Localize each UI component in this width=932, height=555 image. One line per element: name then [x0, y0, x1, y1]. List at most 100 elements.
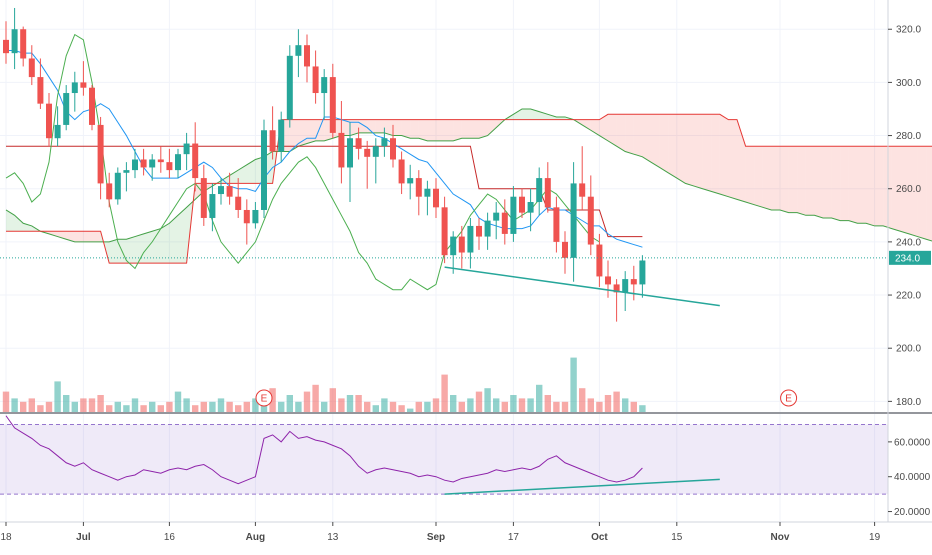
candle-body [536, 178, 543, 203]
cloud-segment [160, 223, 170, 264]
candle-body [596, 244, 603, 277]
volume-bar [235, 405, 242, 412]
volume-bar [63, 395, 70, 412]
candle-body [175, 154, 181, 171]
volume-bar [484, 388, 491, 412]
volume-bar [510, 395, 517, 412]
cloud-segment [668, 114, 677, 179]
earnings-marker-icon [780, 389, 798, 407]
candle-body [80, 82, 87, 88]
candle-body [579, 183, 586, 197]
volume-bar [355, 395, 362, 412]
volume-bar [200, 401, 207, 412]
x-tick-label: Aug [246, 532, 265, 543]
volume-bar [157, 405, 164, 412]
volume-bar [174, 391, 182, 412]
volume-bar [192, 405, 199, 412]
candle-body [622, 279, 629, 293]
candle-body [501, 212, 508, 234]
cloud-segment [599, 114, 608, 141]
candle-body [458, 236, 465, 253]
candle-body [132, 159, 138, 171]
cloud-segment [178, 207, 187, 264]
volume-bar [243, 401, 250, 412]
volume-bar [252, 398, 259, 412]
candle-body [166, 162, 173, 171]
candle-body [519, 196, 525, 213]
cloud-segment [410, 119, 419, 139]
cloud-segment [633, 114, 643, 157]
rsi-line [5, 415, 643, 485]
price-tick-label: 180.0 [896, 397, 921, 408]
candle-body [114, 172, 121, 200]
volume-bar [54, 381, 61, 412]
volume-bar [114, 401, 121, 412]
cloud-segment [246, 159, 256, 184]
candle-body [235, 196, 242, 210]
cloud-segment [92, 231, 101, 242]
cloud-segment [135, 233, 144, 264]
volume-bar [2, 391, 10, 412]
cloud-segment [702, 114, 712, 192]
rsi-tick-label: 40.0000 [894, 472, 931, 483]
volume-bar [475, 391, 483, 412]
candle-body [269, 130, 276, 152]
senkou-span-a-line [5, 108, 932, 243]
candle-body [218, 186, 224, 195]
cloud-segment [788, 146, 798, 213]
cloud-segment [694, 114, 703, 189]
candle-body [252, 209, 259, 224]
cloud-segment [393, 119, 402, 136]
volume-bar [346, 395, 354, 412]
cloud-segment [341, 119, 350, 136]
cloud-segment [831, 146, 841, 221]
volume-bar [209, 401, 216, 412]
cloud-segment [616, 114, 626, 152]
volume-bar [183, 398, 190, 412]
cloud-segment [513, 108, 522, 120]
volume-bar [286, 395, 293, 412]
volume-bar [217, 398, 225, 412]
last-price-label: 234.0 [895, 253, 920, 264]
candle-body [484, 220, 491, 237]
candle-body [149, 159, 156, 168]
cloud-segment [582, 119, 591, 131]
cloud-segment [874, 146, 884, 226]
price-tick-label: 240.0 [896, 237, 921, 248]
price-tick-label: 280.0 [896, 131, 921, 142]
volume-bar [596, 401, 603, 412]
candle-body [123, 170, 130, 173]
cloud-segment [685, 114, 694, 187]
volume-bar [278, 401, 285, 412]
candle-body [140, 159, 147, 168]
volume-bar [493, 398, 500, 412]
candle-body [286, 55, 293, 120]
x-tick-label: 13 [327, 532, 339, 543]
volume-bar [501, 401, 508, 412]
cloud-segment [659, 114, 669, 173]
earnings-marker-icon [255, 389, 273, 407]
volume-bar [536, 384, 543, 412]
candle-body [398, 159, 405, 184]
cloud-segment [487, 119, 497, 136]
candle-body [97, 124, 104, 184]
volume-bar [88, 398, 96, 412]
cloud-segment [436, 119, 445, 141]
cloud-segment [771, 146, 780, 210]
candle-body [106, 183, 113, 200]
cloud-segment [762, 146, 772, 210]
candle-body [200, 178, 207, 218]
x-tick-label: 19 [869, 532, 881, 543]
cloud-segment [608, 114, 617, 147]
x-tick-label: Nov [771, 532, 790, 543]
cloud-segment [83, 231, 92, 242]
volume-bar [518, 398, 526, 412]
cloud-segment [169, 215, 178, 264]
candle-body [11, 29, 18, 54]
volume-bar [80, 398, 87, 412]
cloud-segment [238, 164, 247, 184]
volume-bar [338, 398, 345, 412]
candle-body [364, 148, 371, 157]
candle-body [278, 119, 285, 152]
cloud-segment [840, 146, 849, 221]
